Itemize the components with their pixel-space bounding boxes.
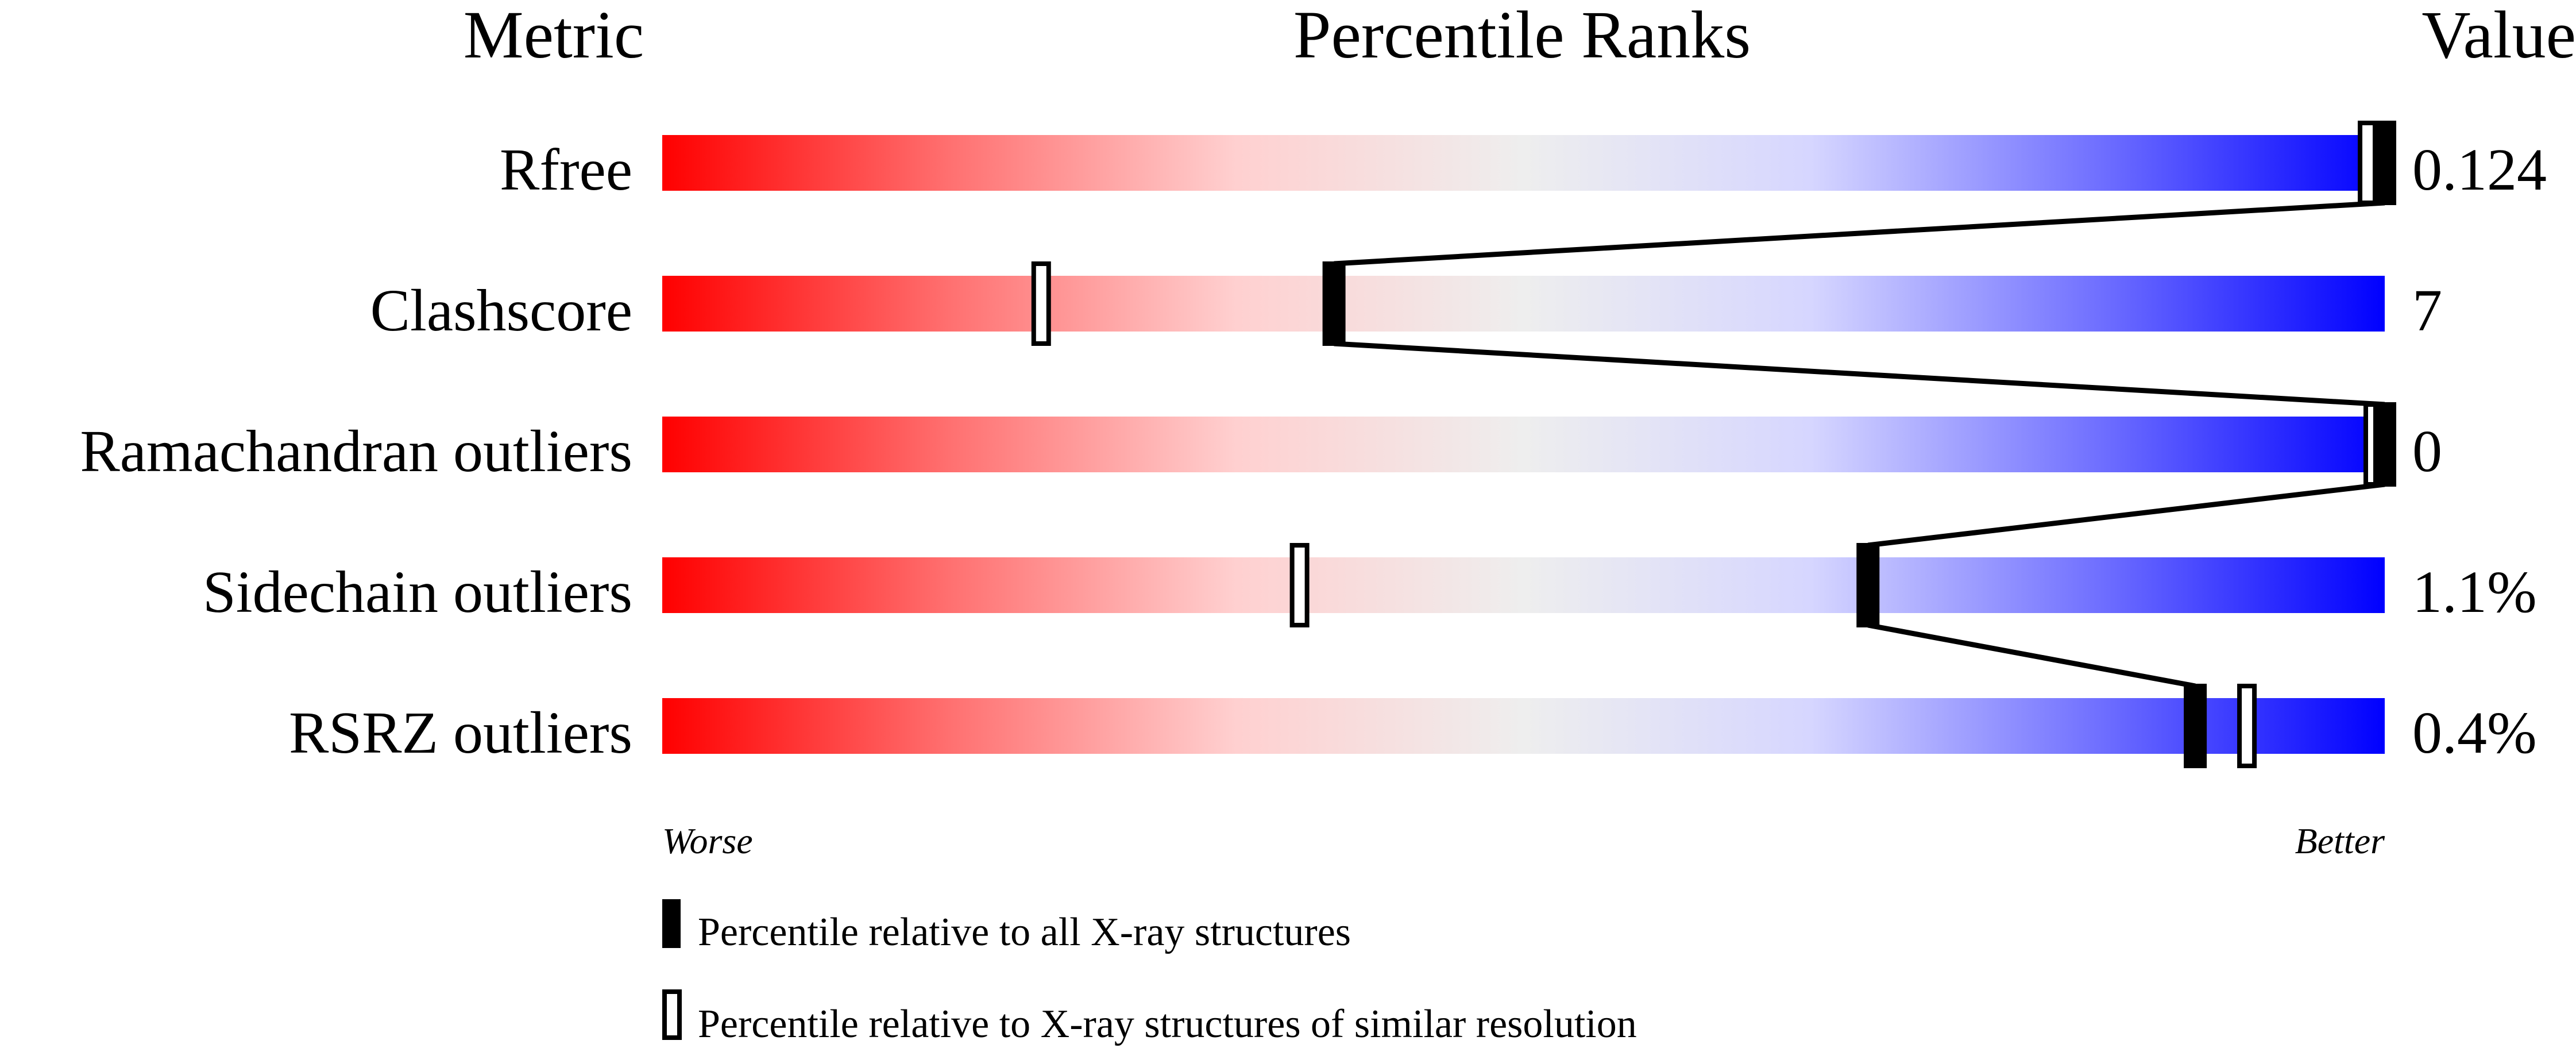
percentile-link-line [1867,481,2385,548]
all-structures-marker [2184,684,2207,768]
metric-label: Sidechain outliers [203,559,632,625]
gradient-bar [662,135,2385,191]
percentile-link-line [1334,200,2385,267]
legend-filled-marker [662,899,681,948]
metric-value: 1.1% [2412,559,2537,625]
percentile-link-line [1334,341,2385,407]
better-label: Better [2295,820,2385,861]
metric-value: 0.4% [2412,700,2537,766]
similar-resolution-marker [2237,684,2257,768]
similar-resolution-marker [1031,261,1051,346]
gradient-bar [662,276,2385,332]
legend-open-marker [662,989,682,1040]
all-structures-marker [2373,121,2396,205]
gradient-bar [662,698,2385,754]
all-structures-marker [1856,543,1880,627]
metric-label: RSRZ outliers [289,700,632,766]
all-structures-marker [2373,402,2396,487]
all-structures-marker [1322,261,1346,346]
similar-resolution-marker [2358,121,2378,205]
metric-value: 7 [2412,278,2442,344]
metric-value: 0 [2412,418,2442,484]
metric-label: Rfree [500,137,632,203]
header-metric: Metric [464,0,644,72]
metric-label: Ramachandran outliers [80,418,632,484]
gradient-bar [662,417,2385,472]
header-percentile-ranks: Percentile Ranks [1293,0,1751,72]
header-value: Value [2421,0,2576,72]
gradient-bar [662,557,2385,613]
metric-label: Clashscore [370,278,632,344]
metric-value: 0.124 [2412,137,2547,203]
worse-label: Worse [662,820,753,861]
legend-filled-label: Percentile relative to all X-ray structu… [698,910,1351,954]
legend-open-label: Percentile relative to X-ray structures … [698,1002,1637,1046]
percentile-link-line [1867,622,2196,689]
similar-resolution-marker [1289,543,1310,627]
